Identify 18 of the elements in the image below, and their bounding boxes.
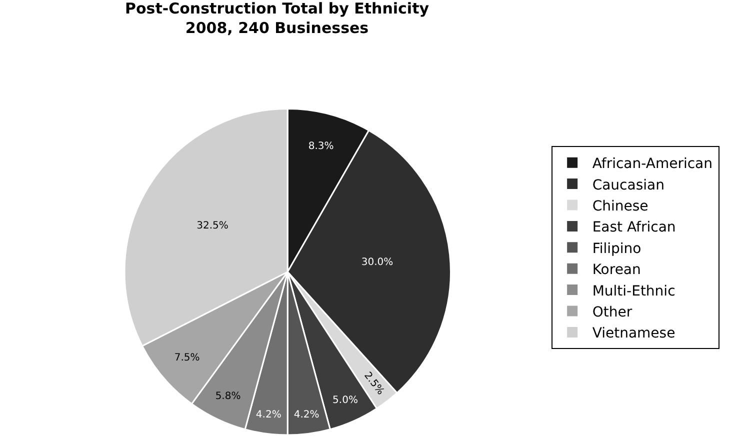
legend-label: Caucasian [592, 177, 664, 194]
legend-label: Chinese [592, 198, 648, 214]
legend-label: Multi-Ethnic [592, 283, 676, 300]
data-label: 7.5% [174, 352, 200, 364]
data-label: 5.8% [215, 390, 241, 402]
data-label: 8.3% [308, 141, 334, 152]
legend-label: East African [592, 220, 676, 236]
data-label: 4.2% [294, 409, 320, 420]
data-label: 5.0% [332, 395, 358, 406]
data-label: 32.5% [196, 220, 228, 232]
legend-label: Vietnamese [592, 326, 676, 342]
legend-label: Filipino [592, 240, 642, 257]
data-label: 30.0% [361, 256, 394, 268]
data-label: 4.2% [256, 409, 282, 420]
chart-title: Post-Construction Total by Ethnicity 2008, 240 Businesses [124, 0, 430, 37]
legend-label: Korean [592, 262, 641, 278]
legend-label: Other [592, 304, 632, 320]
legend-label: African-American [592, 156, 712, 172]
